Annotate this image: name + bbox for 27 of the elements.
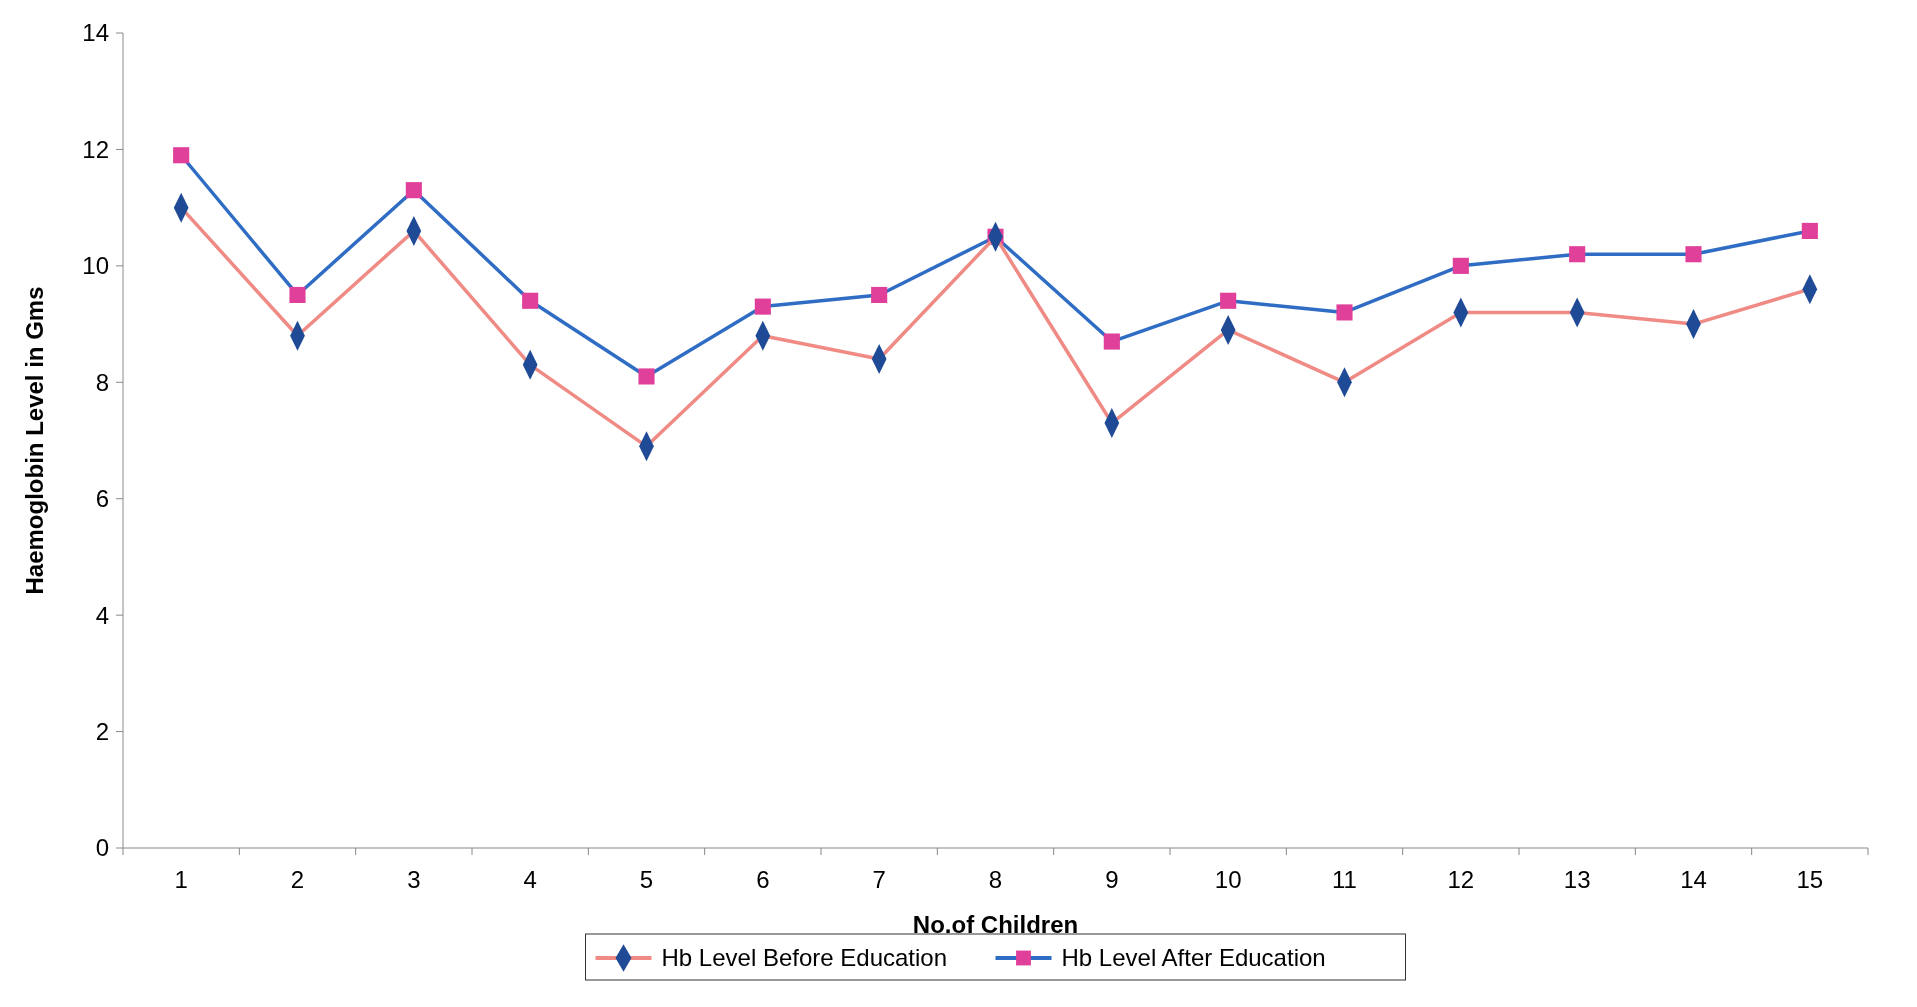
x-tick-label: 4 <box>523 866 537 893</box>
x-tick-label: 10 <box>1214 866 1242 893</box>
y-tick-label: 12 <box>82 135 109 163</box>
y-tick-label: 10 <box>82 252 109 280</box>
x-tick-label: 8 <box>988 866 1003 893</box>
x-axis-title: No.of Children <box>912 911 1079 938</box>
x-tick-label: 12 <box>1447 866 1475 893</box>
x-tick-label: 2 <box>290 866 305 893</box>
x-tick-label: 5 <box>639 866 654 893</box>
x-tick-label: 6 <box>756 866 770 893</box>
legend-label: Hb Level Before Education <box>661 944 948 972</box>
x-tick-label: 7 <box>872 866 886 893</box>
x-tick-label: 1 <box>174 866 188 893</box>
y-tick-label: 14 <box>82 19 109 47</box>
y-tick-label: 0 <box>95 834 109 862</box>
y-tick-label: 6 <box>95 485 109 513</box>
x-tick-label: 3 <box>407 866 421 893</box>
x-tick-label: 15 <box>1796 866 1824 893</box>
legend-label: Hb Level After Education <box>1061 944 1326 972</box>
x-tick-label: 9 <box>1105 866 1119 893</box>
x-tick-label: 11 <box>1332 866 1357 893</box>
x-tick-label: 13 <box>1563 866 1591 893</box>
x-tick-label: 14 <box>1680 866 1707 893</box>
y-axis-title: Haemoglobin Level in Gms <box>21 286 48 595</box>
y-tick-label: 4 <box>95 601 109 629</box>
y-tick-label: 2 <box>95 717 109 745</box>
y-tick-label: 8 <box>95 368 109 396</box>
